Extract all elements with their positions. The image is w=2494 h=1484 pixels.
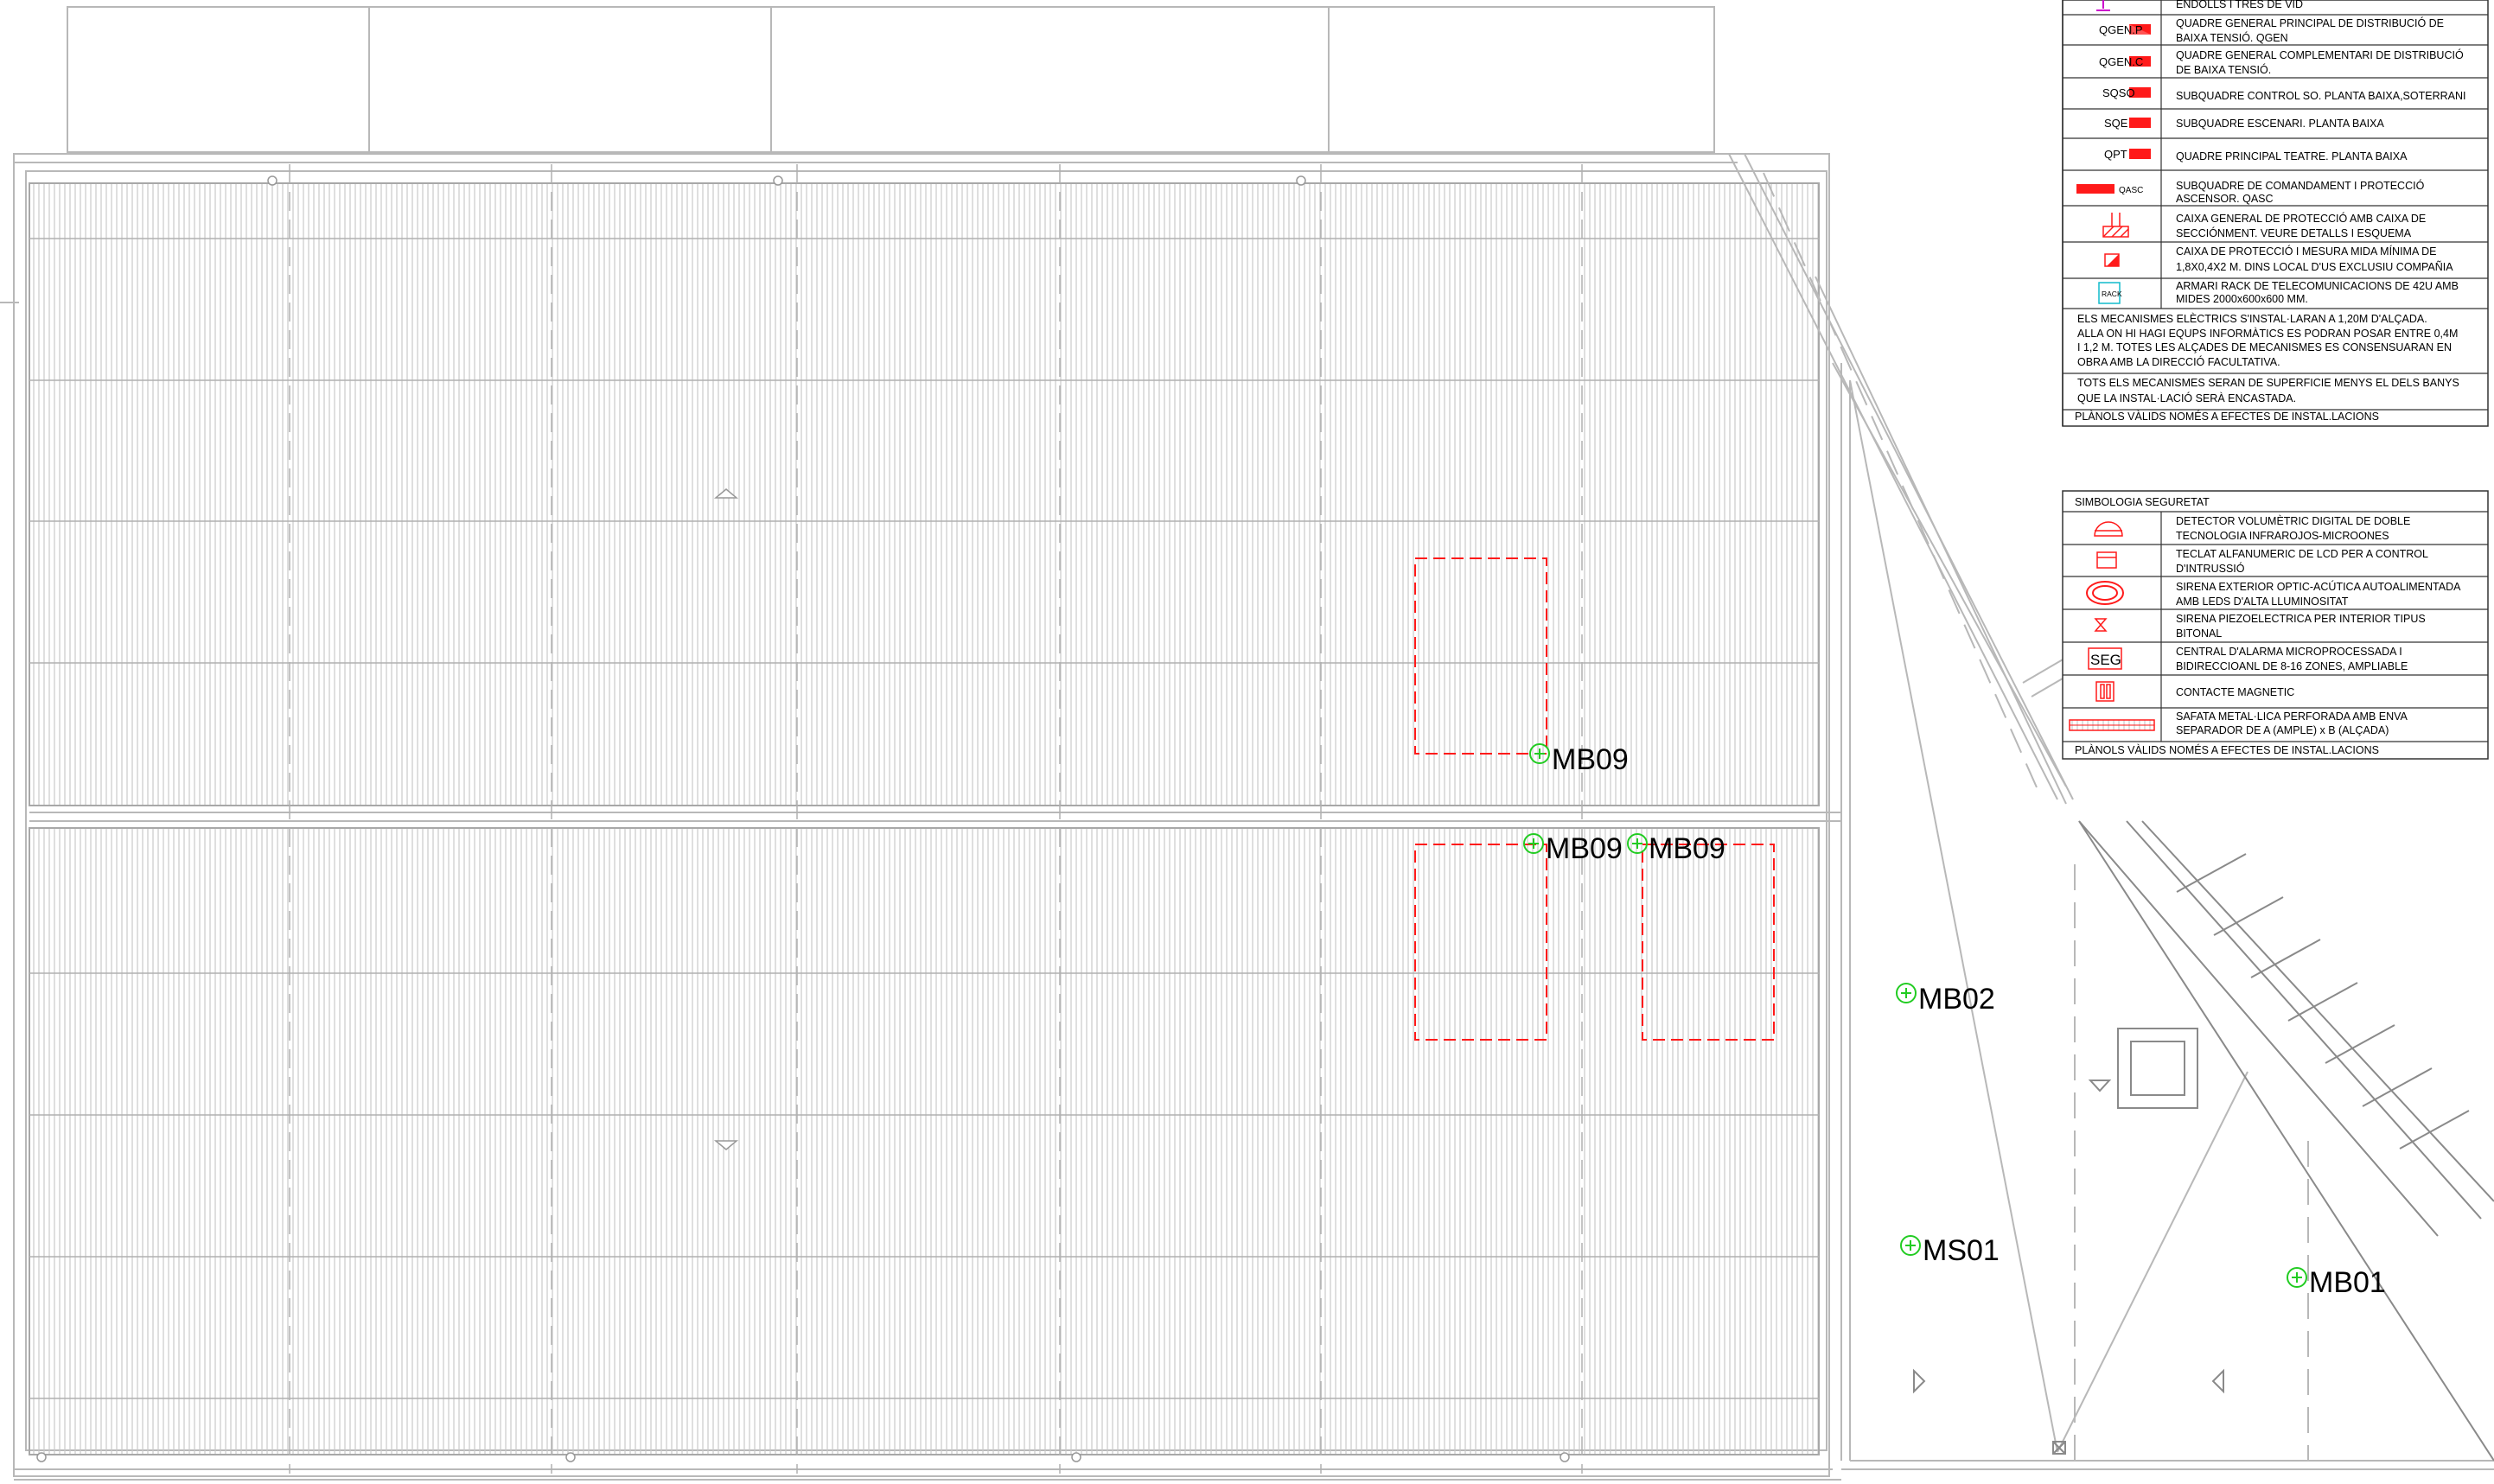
- elec-legend-row-6-line-0: SUBQUADRE DE COMANDAMENT I PROTECCIÓ: [2176, 179, 2425, 192]
- elec-legend-row-7-line-1: SECCIÓNMENT. VEURE DETALLS I ESQUEMA: [2176, 226, 2412, 239]
- elec-legend-row-3-symbol: SQSO: [2102, 86, 2135, 99]
- security-legend-row-1-line-1: D'INTRUSSIÓ: [2176, 562, 2245, 575]
- elec-legend-row-8-line-0: CAIXA DE PROTECCIÓ I MESURA MIDA MÍNIMA …: [2176, 245, 2436, 258]
- plan-label-mb01: MB01: [2309, 1266, 2386, 1299]
- elec-legend-row-0-line-0: ENDOLLS I TRES DE VID: [2176, 0, 2303, 10]
- security-legend-row-3-line-1: BITONAL: [2176, 627, 2222, 640]
- elec-legend-row-5-line-0: QUADRE PRINCIPAL TEATRE. PLANTA BAIXA: [2176, 150, 2408, 162]
- elec-note-0-line-0: ELS MECANISMES ELÈCTRICS S'INSTAL·LARAN …: [2077, 312, 2427, 325]
- elec-legend-row-1-line-0: QUADRE GENERAL PRINCIPAL DE DISTRIBUCIÓ …: [2176, 16, 2444, 29]
- rack-icon-label: RACK: [2102, 290, 2122, 298]
- elec-legend-row-1-line-1: BAIXA TENSIÓ. QGEN: [2176, 31, 2288, 44]
- plan-label-mb09-c: MB09: [1649, 832, 1725, 865]
- diagonal-ramp: [1728, 153, 2494, 1470]
- plan-marker-mb02[interactable]: MB02: [1896, 983, 1995, 1016]
- plan-marker-mb09-c[interactable]: MB09: [1627, 832, 1725, 865]
- elec-legend-row-3-line-0: SUBQUADRE CONTROL SO. PLANTA BAIXA,SOTER…: [2176, 90, 2466, 102]
- red-panel-icon: [2129, 149, 2151, 159]
- plan-markers: MB09 MB09 MB09 MB02 MS01 MB01: [1523, 743, 2386, 1299]
- interior-siren-icon: [2094, 618, 2108, 632]
- alarm-central-icon-label: SEG: [2090, 652, 2121, 668]
- red-long-panel-icon: [2076, 184, 2114, 194]
- security-legend-row-1-line-0: TECLAT ALFANUMERIC DE LCD PER A CONTROL: [2176, 548, 2428, 560]
- elec-legend-row-4-symbol: SQE: [2104, 117, 2128, 130]
- elec-legend-row-2-symbol: QGEN.C: [2099, 55, 2143, 68]
- magnetic-contact-icon: [2095, 681, 2114, 702]
- hatched-areas: [29, 182, 1841, 1455]
- elec-note-2-line-0: PLÀNOLS VÀLIDS NOMÉS A EFECTES DE INSTAL…: [2075, 410, 2379, 423]
- volumetric-detector-icon: [2094, 521, 2123, 537]
- keypad-icon: [2096, 551, 2117, 569]
- elec-note-0-line-2: I 1,2 M. TOTES LES ALÇADES DE MECANISMES…: [2077, 341, 2452, 353]
- security-legend-row-2-line-1: AMB LEDS D'ALTA LLUMINOSITAT: [2176, 596, 2349, 608]
- stair-treads: [2176, 853, 2470, 1150]
- cable-tray-icon: [2069, 719, 2155, 731]
- elec-legend-row-9-line-0: ARMARI RACK DE TELECOMUNICACIONS DE 42U …: [2176, 280, 2459, 292]
- electrical-legend: ENDOLLS I TRES DE VID QGEN.P QUADRE GENE…: [2062, 0, 2489, 427]
- elec-legend-row-2-line-0: QUADRE GENERAL COMPLEMENTARI DE DISTRIBU…: [2176, 48, 2464, 61]
- meter-box-icon: [2104, 253, 2120, 267]
- security-legend-row-3-line-0: SIRENA PIEZOELECTRICA PER INTERIOR TIPUS: [2176, 613, 2426, 625]
- elec-legend-row-4-line-0: SUBQUADRE ESCENARI. PLANTA BAIXA: [2176, 118, 2384, 130]
- security-legend-row-0-line-0: DETECTOR VOLUMÈTRIC DIGITAL DE DOBLE: [2176, 514, 2410, 527]
- horizontal-bands: [29, 238, 1819, 1399]
- security-legend-row-0-line-1: TECNOLOGIA INFRAROJOS-MICROONES: [2176, 530, 2389, 542]
- security-zone-lower-right: [1642, 844, 1775, 1041]
- security-legend-footer: PLÀNOLS VÀLIDS NOMÉS A EFECTES DE INSTAL…: [2075, 743, 2379, 756]
- protection-box-icon: [2102, 213, 2129, 238]
- column-markers: [36, 175, 1570, 1462]
- elec-legend-row-6-symbol: QASC: [2119, 186, 2143, 195]
- elec-legend-row-5-symbol: QPT: [2104, 148, 2127, 161]
- security-zone-lower-left: [1414, 844, 1547, 1041]
- elec-note-0-line-1: ALLA ON HI HAGI EQUPS INFORMÀTICS ES POD…: [2077, 327, 2458, 340]
- elec-note-0-line-3: OBRA AMB LA DIRECCIÓ FACULTATIVA.: [2077, 355, 2280, 368]
- plan-label-mb09-a: MB09: [1552, 743, 1629, 776]
- plan-marker-ms01[interactable]: MS01: [1900, 1234, 2000, 1267]
- plan-marker-mb09-a[interactable]: MB09: [1529, 743, 1629, 776]
- plan-marker-mb01[interactable]: MB01: [2287, 1266, 2386, 1299]
- security-legend-title: SIMBOLOGIA SEGURETAT: [2075, 496, 2210, 508]
- rack-icon: RACK: [2098, 282, 2122, 304]
- red-panel-icon: [2129, 24, 2151, 35]
- security-legend-row-5-line-0: CONTACTE MAGNETIC: [2176, 686, 2294, 698]
- plan-label-mb09-b: MB09: [1546, 832, 1623, 865]
- security-zone-upper: [1414, 557, 1547, 755]
- socket-and-ground-icon: [2096, 0, 2110, 11]
- red-panel-icon: [2129, 118, 2151, 128]
- plan-label-mb02: MB02: [1918, 983, 1995, 1016]
- security-legend: SIMBOLOGIA SEGURETAT DETECTOR VOLUMÈTRIC…: [2062, 490, 2489, 760]
- top-rooms: [0, 6, 1715, 303]
- elec-legend-row-7-line-0: CAIXA GENERAL DE PROTECCIÓ AMB CAIXA DE: [2176, 212, 2426, 225]
- security-legend-row-2-line-0: SIRENA EXTERIOR OPTIC-ACÚTICA AUTOALIMEN…: [2176, 580, 2461, 593]
- elec-legend-row-1-symbol: QGEN.P: [2099, 23, 2143, 36]
- elec-note-1-line-1: QUE LA INSTAL·LACIÓ SERÀ ENCASTADA.: [2077, 392, 2296, 404]
- plan-marker-mb09-b[interactable]: MB09: [1523, 832, 1623, 865]
- elec-note-1-line-0: TOTS ELS MECANISMES SERAN DE SUPERFICIE …: [2077, 377, 2459, 389]
- security-zones: [1414, 557, 1775, 1041]
- security-legend-row-4-line-0: CENTRAL D'ALARMA MICROPROCESSADA I: [2176, 646, 2402, 658]
- structural-grid: [289, 164, 1583, 1474]
- security-legend-row-6-line-0: SAFATA METAL·LICA PERFORADA AMB ENVA: [2176, 710, 2408, 723]
- elec-legend-row-6-line-1: ASCENSOR. QASC: [2176, 193, 2274, 205]
- main-building-outline: [13, 153, 1841, 1481]
- alarm-central-icon: SEG: [2088, 647, 2122, 670]
- exterior-siren-icon: [2086, 581, 2124, 605]
- lift-shaft: [1913, 1028, 2224, 1455]
- security-legend-row-6-line-1: SEPARADOR DE A (AMPLE) x B (ALÇADA): [2176, 724, 2389, 736]
- elec-legend-row-2-line-1: DE BAIXA TENSIÓ.: [2176, 63, 2271, 76]
- red-panel-icon: [2129, 87, 2151, 98]
- security-legend-row-4-line-1: BIDIRECCIOANL DE 8-16 ZONES, AMPLIABLE: [2176, 660, 2408, 672]
- red-panel-icon: [2129, 56, 2151, 67]
- elec-legend-row-8-line-1: 1,8X0,4X2 M. DINS LOCAL D'US EXCLUSIU CO…: [2176, 261, 2453, 273]
- plan-label-ms01: MS01: [1923, 1234, 2000, 1267]
- elec-legend-row-9-line-1: MIDES 2000x600x600 MM.: [2176, 293, 2308, 305]
